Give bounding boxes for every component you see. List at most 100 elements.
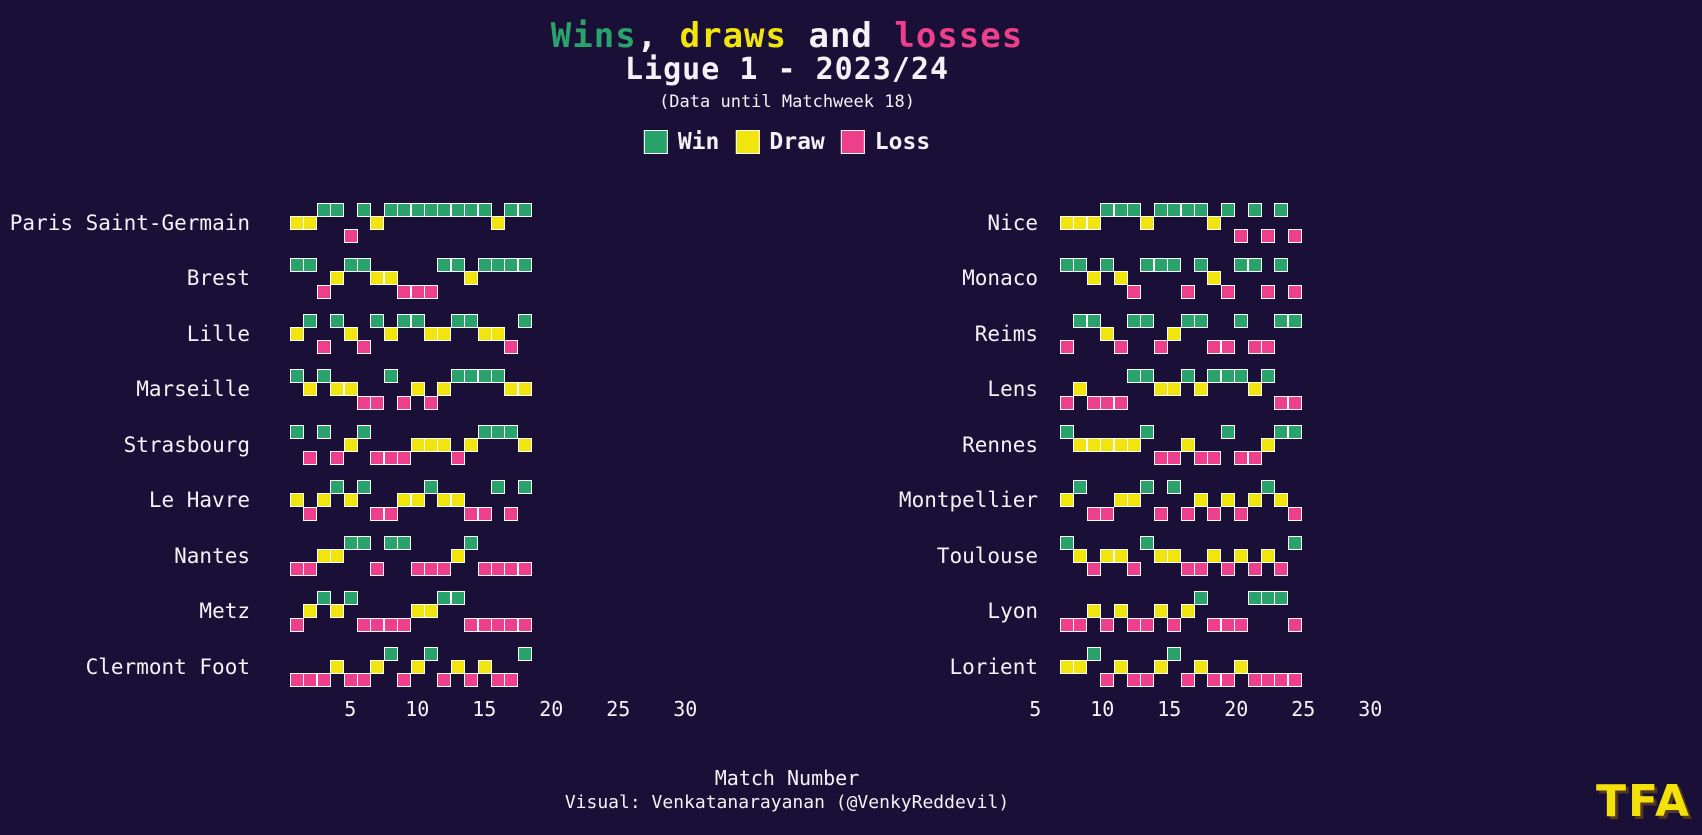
result-cell <box>1274 424 1289 439</box>
result-cell <box>1220 617 1235 632</box>
result-cell <box>1167 258 1182 272</box>
result-cell <box>343 591 358 605</box>
result-cell <box>437 326 452 341</box>
result-cell <box>343 535 358 550</box>
result-cell <box>383 326 398 341</box>
result-cell <box>1180 313 1195 328</box>
result-cell <box>1194 493 1208 508</box>
x-tick-label: 5 <box>1029 697 1042 721</box>
result-cell <box>1234 659 1249 674</box>
result-cell <box>343 493 358 508</box>
result-cell <box>450 659 465 674</box>
result-cell <box>1127 313 1141 328</box>
result-cell <box>491 258 505 272</box>
result-cell <box>410 659 425 674</box>
result-cell <box>1207 451 1222 466</box>
result-cell <box>424 646 438 661</box>
team-label-lorient: Lorient <box>949 654 1038 679</box>
result-cell <box>464 535 479 550</box>
result-cell <box>1220 493 1235 508</box>
result-cell <box>1127 284 1141 299</box>
result-cell <box>370 451 385 466</box>
result-cell <box>343 229 358 244</box>
result-cell <box>504 562 519 577</box>
result-cell <box>477 258 492 272</box>
result-cell <box>1086 437 1101 452</box>
team-label-lyon: Lyon <box>987 599 1038 623</box>
chart-title: Wins, draws and losses <box>551 16 1023 56</box>
result-cell <box>370 395 385 410</box>
result-cell <box>464 313 479 328</box>
x-tick-label: 20 <box>1224 697 1249 721</box>
result-cell <box>410 382 425 397</box>
result-cell <box>397 202 412 217</box>
result-cell <box>1287 284 1302 299</box>
title-word-and: and <box>787 16 895 56</box>
result-cell <box>1153 548 1168 563</box>
title-word-losses: losses <box>894 16 1024 56</box>
result-cell <box>1287 229 1302 244</box>
result-cell <box>1274 562 1289 577</box>
tfa-logo: TFA <box>1596 776 1692 827</box>
result-cell <box>1234 548 1249 563</box>
result-cell <box>303 258 318 272</box>
result-cell <box>1113 659 1128 674</box>
result-cell <box>410 562 425 577</box>
result-cell <box>370 617 385 632</box>
result-cell <box>397 673 412 688</box>
result-cell <box>1086 562 1101 577</box>
result-cell <box>383 202 398 217</box>
result-cell <box>1100 395 1115 410</box>
result-cell <box>1086 506 1101 521</box>
result-cell <box>1247 382 1262 397</box>
result-cell <box>437 493 452 508</box>
result-cell <box>1060 659 1074 674</box>
result-cell <box>357 617 371 632</box>
result-cell <box>397 493 412 508</box>
result-cell <box>1287 617 1302 632</box>
result-cell <box>1247 258 1262 272</box>
result-cell <box>1274 591 1289 605</box>
result-cell <box>1194 659 1208 674</box>
team-label-lille: Lille <box>186 321 250 346</box>
team-label-montpellier: Montpellier <box>898 488 1038 512</box>
result-cell <box>437 437 452 452</box>
result-cell <box>303 506 318 521</box>
result-cell <box>316 284 331 299</box>
result-cell <box>330 659 345 674</box>
result-cell <box>370 215 385 230</box>
result-cell <box>1100 258 1115 272</box>
result-cell <box>1140 424 1155 439</box>
result-cell <box>1113 548 1128 563</box>
result-cell <box>437 673 452 688</box>
result-cell <box>1167 646 1182 661</box>
result-cell <box>1060 424 1074 439</box>
result-cell <box>1274 673 1289 688</box>
result-cell <box>357 535 371 550</box>
result-cell <box>1060 535 1074 550</box>
result-cell <box>1234 506 1249 521</box>
result-cell <box>450 451 465 466</box>
result-cell <box>343 326 358 341</box>
result-cell <box>383 506 398 521</box>
result-cell <box>1220 562 1235 577</box>
result-cell <box>437 202 452 217</box>
result-cell <box>316 548 331 563</box>
result-cell <box>1127 437 1141 452</box>
result-cell <box>1207 617 1222 632</box>
legend-label-loss: Loss <box>874 129 931 155</box>
result-cell <box>1140 673 1155 688</box>
team-label-lens: Lens <box>987 377 1038 401</box>
result-cell <box>290 673 304 688</box>
result-cell <box>1287 313 1302 328</box>
result-cell <box>1180 562 1195 577</box>
result-cell <box>1153 202 1168 217</box>
result-cell <box>1247 493 1262 508</box>
result-cell <box>1194 202 1208 217</box>
result-cell <box>517 562 532 577</box>
result-cell <box>464 369 479 383</box>
result-cell <box>410 437 425 452</box>
result-cell <box>1140 480 1155 494</box>
result-cell <box>383 271 398 286</box>
result-cell <box>1140 369 1155 383</box>
